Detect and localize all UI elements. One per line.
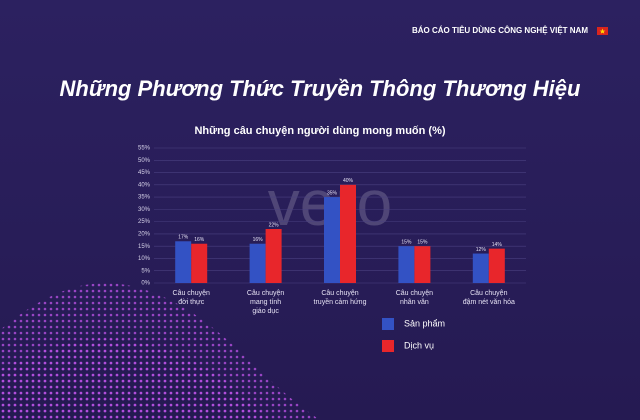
y-tick-label: 0% xyxy=(141,281,150,287)
x-tick-label: Câu chuyện xyxy=(396,290,433,297)
y-tick-label: 45% xyxy=(138,170,151,176)
chart: 0% 5% 10% 15% 20% 25% 30% 35% 40% 45% 50% 55% Câu ch… xyxy=(138,146,526,352)
value-label: 22% xyxy=(269,222,280,228)
y-tick-label: 55% xyxy=(138,146,151,152)
value-label: 15% xyxy=(401,240,412,246)
legend-label: Sản phẩm xyxy=(404,318,445,328)
value-label: 17% xyxy=(178,235,189,241)
bar xyxy=(488,248,505,283)
bar xyxy=(472,253,489,283)
flag-star xyxy=(599,28,606,34)
y-tick-label: 30% xyxy=(138,207,151,213)
x-tick-label: nhân văn xyxy=(400,299,429,306)
y-tick-label: 5% xyxy=(141,268,150,274)
y-tick-label: 10% xyxy=(138,256,151,262)
x-tick-label: mang tính xyxy=(250,299,281,306)
chart-subtitle: Những câu chuyện người dùng mong muốn (%… xyxy=(194,125,445,137)
x-tick-label: giáo dục xyxy=(252,308,279,315)
bar xyxy=(191,243,208,283)
bar xyxy=(175,241,192,283)
y-tick-label: 25% xyxy=(138,219,151,225)
legend-label: Dịch vụ xyxy=(404,340,434,350)
bar xyxy=(265,229,282,283)
bar xyxy=(398,246,415,283)
value-label: 40% xyxy=(343,178,354,184)
value-label: 14% xyxy=(492,242,503,248)
value-label: 16% xyxy=(253,237,264,243)
x-tick-label: Câu chuyện xyxy=(321,290,358,297)
y-tick-label: 15% xyxy=(138,244,151,250)
y-tick-label: 40% xyxy=(138,182,151,188)
x-tick-label: đậm nét văn hóa xyxy=(463,299,515,306)
chart-title: Những Phương Thức Truyền Thông Thương Hi… xyxy=(60,76,581,101)
x-tick-label: truyền cảm hứng xyxy=(314,297,367,306)
legend-swatch xyxy=(382,340,394,352)
bar xyxy=(340,184,356,283)
value-label: 35% xyxy=(327,190,338,196)
bar xyxy=(414,246,431,283)
x-tick-label: đời thực xyxy=(178,299,205,306)
x-tick-label: Câu chuyện xyxy=(470,290,507,297)
x-tick-label: Câu chuyện xyxy=(247,290,284,297)
value-label: 15% xyxy=(417,240,428,246)
y-tick-label: 20% xyxy=(138,231,151,237)
header: BÁO CÁO TIÊU DÙNG CÔNG NGHỆ VIỆT NAM xyxy=(412,26,588,35)
bar xyxy=(249,243,266,283)
legend-swatch xyxy=(382,318,394,330)
y-tick-label: 35% xyxy=(138,195,151,201)
value-label: 16% xyxy=(194,237,205,243)
decor-wave xyxy=(0,338,270,420)
value-label: 12% xyxy=(476,247,487,253)
y-tick-label: 50% xyxy=(138,158,151,164)
x-tick-label: Câu chuyện xyxy=(173,290,210,297)
bar xyxy=(324,197,340,283)
